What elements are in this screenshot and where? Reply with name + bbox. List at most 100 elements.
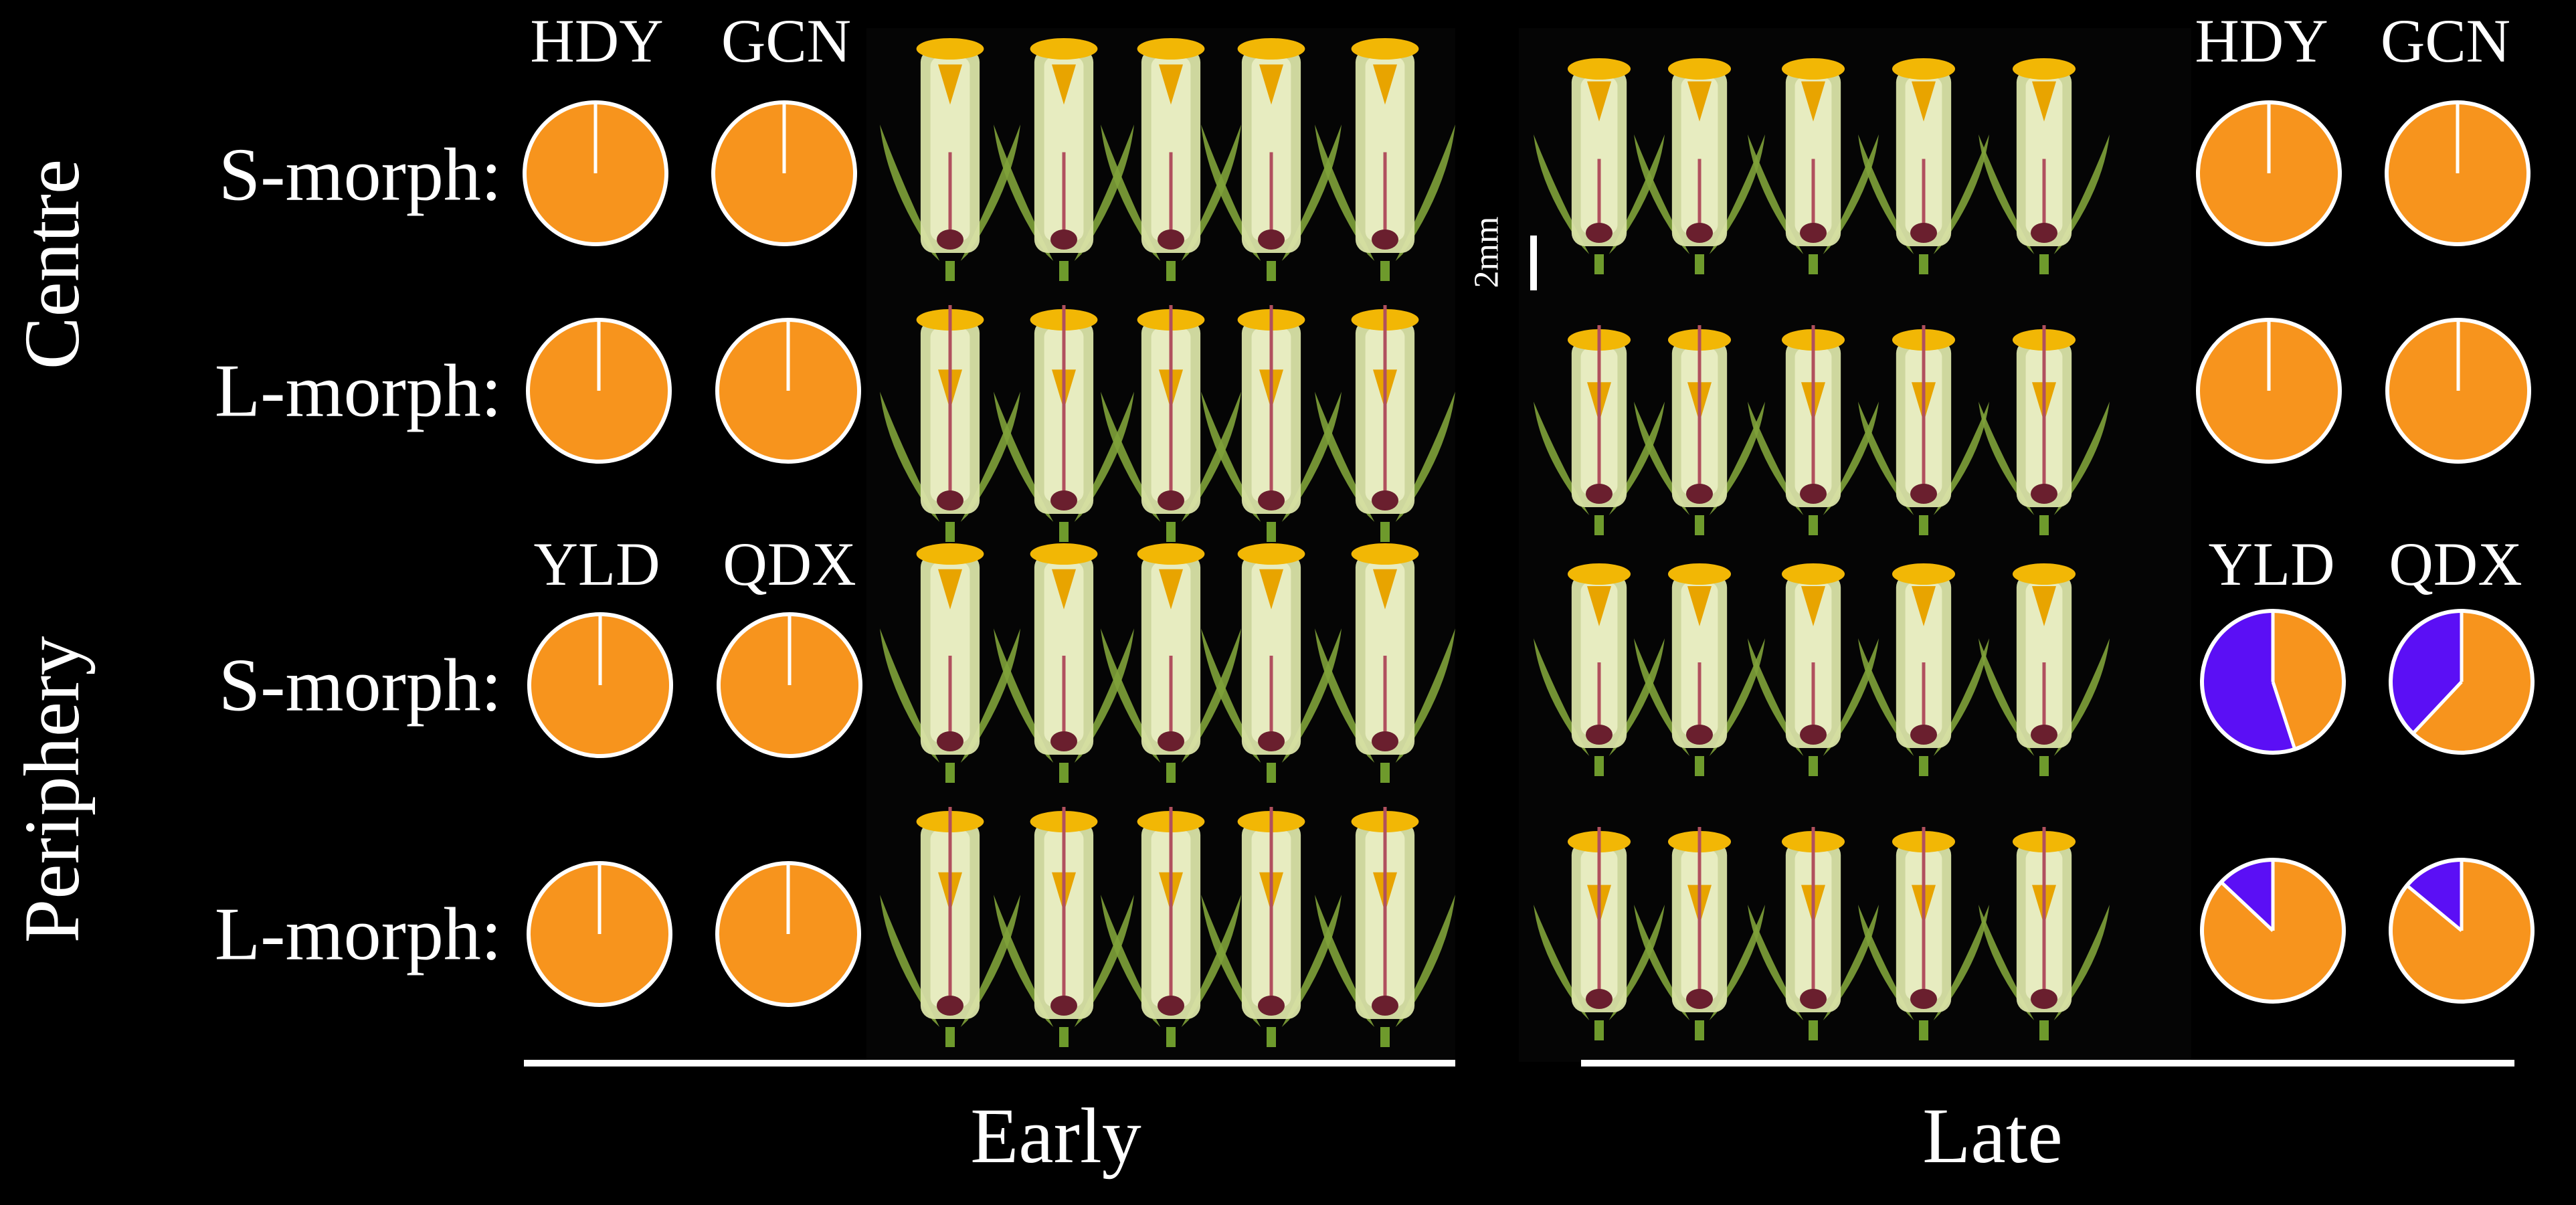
pie-outline xyxy=(717,612,862,758)
flower-specimen xyxy=(880,807,1020,1047)
flower-specimen xyxy=(1858,325,1989,535)
flower-specimen xyxy=(1101,38,1241,281)
flower-specimen xyxy=(1979,827,2110,1040)
row-group-centre: Centre xyxy=(8,159,96,370)
pie-outline xyxy=(526,318,672,464)
flower-specimen xyxy=(1534,58,1665,274)
flower-specimen xyxy=(1101,543,1241,783)
pie-outline xyxy=(715,861,861,1007)
pie-outline xyxy=(2389,609,2535,755)
early-phase-rule xyxy=(524,1060,1455,1067)
flower-specimen xyxy=(1201,305,1342,542)
pie-outline xyxy=(715,318,861,464)
flower-specimen xyxy=(1534,827,1665,1040)
pie-periphery-l-late-yld xyxy=(2200,858,2346,1004)
flower-specimen xyxy=(1101,807,1241,1047)
pie-slice-boundary xyxy=(2411,680,2463,735)
flower-specimen xyxy=(1979,58,2110,274)
pie-slice-orange xyxy=(2273,611,2344,749)
pie-slice-boundary xyxy=(2405,884,2463,932)
scale-bar-label: 2mm xyxy=(1467,216,1506,288)
pie-centre-s-early-gcn xyxy=(711,100,857,246)
flower-specimen xyxy=(880,305,1020,542)
flower-specimen xyxy=(1634,58,1765,274)
flower-specimen xyxy=(1634,827,1765,1040)
pie-outline xyxy=(527,861,672,1007)
site-label-yld-late: YLD xyxy=(2208,530,2335,598)
site-label-hdy-late: HDY xyxy=(2195,7,2328,75)
site-label-hdy-early: HDY xyxy=(530,7,664,75)
pie-centre-l-early-gcn xyxy=(715,318,861,464)
pie-outline xyxy=(2385,318,2531,464)
flower-specimen xyxy=(1858,827,1989,1040)
site-label-yld-early: YLD xyxy=(533,530,660,598)
pie-centre-l-late-hdy xyxy=(2196,318,2342,464)
late-phase-rule xyxy=(1581,1060,2514,1067)
flower-specimen xyxy=(1748,563,1879,776)
phase-label-late: Late xyxy=(1922,1092,2063,1180)
pie-periphery-l-early-qdx xyxy=(715,861,861,1007)
flower-specimen xyxy=(994,305,1134,542)
pie-periphery-s-early-yld xyxy=(527,612,673,758)
site-label-qdx-early: QDX xyxy=(723,530,856,598)
pie-slice-blue xyxy=(2391,611,2462,734)
flower-specimen xyxy=(1315,543,1455,783)
morph-label-centre-s: S-morph: xyxy=(218,133,502,217)
pie-slice-boundary xyxy=(2220,880,2274,932)
pie-periphery-s-early-qdx xyxy=(717,612,862,758)
flower-specimen xyxy=(1201,807,1342,1047)
pie-periphery-s-late-qdx xyxy=(2389,609,2535,755)
pie-slice-blue xyxy=(2407,860,2462,931)
site-label-gcn-late: GCN xyxy=(2380,7,2511,75)
site-label-qdx-late: QDX xyxy=(2389,530,2522,598)
pie-outline xyxy=(527,612,673,758)
flower-specimen xyxy=(1201,38,1342,281)
pie-periphery-l-late-qdx xyxy=(2389,858,2535,1004)
pie-outline xyxy=(2200,858,2346,1004)
flower-specimen xyxy=(1858,58,1989,274)
flower-specimen xyxy=(1101,305,1241,542)
flower-specimen xyxy=(1534,325,1665,535)
flower-specimen xyxy=(880,38,1020,281)
pie-slice-orange xyxy=(2413,611,2533,753)
flower-specimen xyxy=(1634,325,1765,535)
flower-specimen xyxy=(1315,807,1455,1047)
pie-outline xyxy=(2385,100,2531,246)
flower-specimen xyxy=(1858,563,1989,776)
flower-specimen xyxy=(1534,563,1665,776)
pie-periphery-l-early-yld xyxy=(527,861,672,1007)
flower-specimen xyxy=(994,543,1134,783)
flower-specimen xyxy=(1634,563,1765,776)
row-group-periphery: Periphery xyxy=(8,636,96,943)
flower-specimen xyxy=(1201,543,1342,783)
pie-outline xyxy=(2196,318,2342,464)
morph-label-periphery-l: L-morph: xyxy=(214,893,502,976)
flower-specimen xyxy=(1748,58,1879,274)
pie-centre-s-early-hdy xyxy=(523,100,668,246)
flower-specimen xyxy=(994,807,1134,1047)
pie-outline xyxy=(523,100,668,246)
scale-bar xyxy=(1530,236,1537,290)
pie-outline xyxy=(2389,858,2535,1004)
pie-centre-s-late-gcn xyxy=(2385,100,2531,246)
flower-specimen xyxy=(880,543,1020,783)
pie-outline xyxy=(711,100,857,246)
phase-label-early: Early xyxy=(970,1092,1141,1180)
pie-slice-boundary xyxy=(2271,681,2297,750)
morph-label-periphery-s: S-morph: xyxy=(218,644,502,727)
flower-specimen xyxy=(1748,827,1879,1040)
site-label-gcn-early: GCN xyxy=(721,7,852,75)
flower-specimen xyxy=(1748,325,1879,535)
flower-specimen xyxy=(1979,563,2110,776)
pie-outline xyxy=(2196,100,2342,246)
pie-slice-blue xyxy=(2221,860,2273,931)
pie-periphery-s-late-yld xyxy=(2200,609,2346,755)
pie-centre-s-late-hdy xyxy=(2196,100,2342,246)
pie-centre-l-early-hdy xyxy=(526,318,672,464)
flower-specimen xyxy=(1979,325,2110,535)
pie-centre-l-late-gcn xyxy=(2385,318,2531,464)
morph-label-centre-l: L-morph: xyxy=(214,349,502,433)
pie-outline xyxy=(2200,609,2346,755)
flower-specimen xyxy=(994,38,1134,281)
